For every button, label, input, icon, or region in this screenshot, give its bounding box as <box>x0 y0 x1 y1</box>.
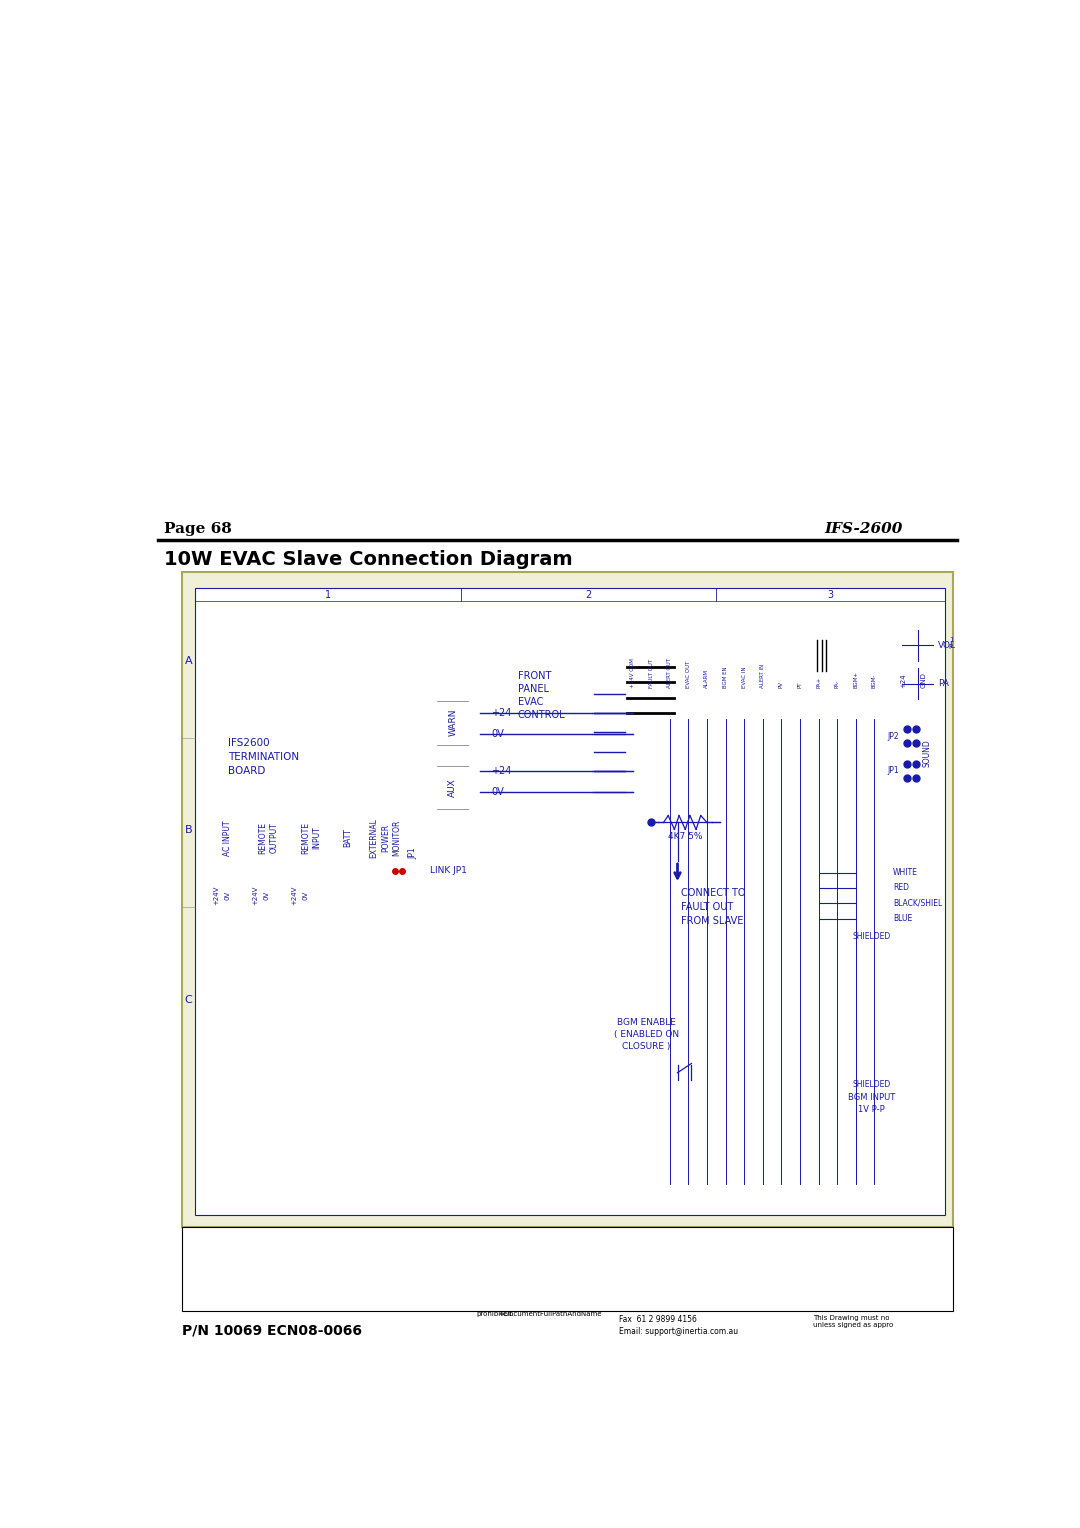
Text: 0V: 0V <box>491 729 504 740</box>
Text: =DocumentFullPathAndName: =DocumentFullPathAndName <box>498 1311 602 1317</box>
Text: RED: RED <box>893 883 909 892</box>
Bar <box>208 885 364 908</box>
Bar <box>623 692 883 720</box>
Text: SOUND: SOUND <box>922 740 932 767</box>
Text: 0V: 0V <box>264 891 270 900</box>
Bar <box>333 792 362 885</box>
Text: 3: 3 <box>827 590 834 599</box>
Text: Drawing File No.: Drawing File No. <box>514 1297 585 1306</box>
Text: 2: 2 <box>585 590 592 599</box>
Bar <box>247 792 291 885</box>
Text: BLACK/SHIEL: BLACK/SHIEL <box>893 898 942 908</box>
Text: IFS2600
TERMINATION
BOARD: IFS2600 TERMINATION BOARD <box>228 738 299 776</box>
Text: P/N 10069 ECN08-0066: P/N 10069 ECN08-0066 <box>181 1323 362 1337</box>
Bar <box>205 784 437 1022</box>
Text: BATT: BATT <box>342 828 352 848</box>
Text: C: C <box>185 995 192 1004</box>
Text: 2: 2 <box>585 1299 592 1309</box>
Text: JP1: JP1 <box>408 848 417 859</box>
Text: Traced: Traced <box>813 1287 838 1296</box>
Text: EVAC IN: EVAC IN <box>742 666 746 689</box>
Text: Copyright: Copyright <box>476 1251 517 1259</box>
Text: A: A <box>185 656 192 666</box>
Text: PA-: PA- <box>835 680 839 689</box>
Text: 1
P: 1 P <box>948 637 954 651</box>
Text: 1: 1 <box>318 1299 324 1309</box>
Text: BLUE: BLUE <box>893 914 913 923</box>
Text: 3: 3 <box>832 1299 837 1309</box>
Text: SHIELDED: SHIELDED <box>852 1080 890 1089</box>
Bar <box>625 652 676 730</box>
Text: +24: +24 <box>491 707 512 718</box>
Text: BGM EN: BGM EN <box>723 666 728 689</box>
Text: AUX: AUX <box>448 778 457 798</box>
Text: 0V: 0V <box>302 891 309 900</box>
Text: This Drawing must no
unless signed as appro: This Drawing must no unless signed as ap… <box>813 1316 893 1328</box>
Text: B: B <box>185 825 192 836</box>
Text: WHITE: WHITE <box>893 868 918 877</box>
Text: N: N <box>586 1285 591 1291</box>
Bar <box>208 792 247 885</box>
Text: PT: PT <box>797 681 802 689</box>
Text: JP2: JP2 <box>888 732 900 741</box>
Text: +24: +24 <box>900 674 906 689</box>
Text: PV: PV <box>779 681 784 689</box>
Text: 7 Columbia Court,
Norwest Business Park
Baulkham Hills NSW 2153
AUSTRALIA
Tel  6: 7 Columbia Court, Norwest Business Park … <box>619 1256 739 1335</box>
Bar <box>902 756 921 785</box>
Text: Notifier Inertia Fire Systems: Notifier Inertia Fire Systems <box>476 1285 575 1291</box>
Text: +24V: +24V <box>252 886 258 905</box>
Text: IFS-2600: IFS-2600 <box>824 523 902 536</box>
Text: +24V: +24V <box>214 886 219 905</box>
Text: JP1: JP1 <box>888 767 900 775</box>
Text: EVAC OUT: EVAC OUT <box>686 662 691 689</box>
Text: BGM-: BGM- <box>872 674 877 689</box>
Text: Drawn     I PERRY: Drawn I PERRY <box>813 1271 879 1280</box>
Text: Approved   I PERI: Approved I PERI <box>813 1300 879 1309</box>
Bar <box>291 792 333 885</box>
Bar <box>813 636 831 675</box>
Text: BGM ENABLE
( ENABLED ON
CLOSURE ): BGM ENABLE ( ENABLED ON CLOSURE ) <box>613 1018 679 1051</box>
Text: 0V: 0V <box>225 891 231 900</box>
Bar <box>893 692 933 720</box>
Text: 1: 1 <box>325 590 332 599</box>
Text: ALERT IN: ALERT IN <box>760 665 766 689</box>
Text: FAULT OUT: FAULT OUT <box>649 660 653 689</box>
Text: EXTERNAL
POWER
MONITOR: EXTERNAL POWER MONITOR <box>369 817 401 857</box>
Text: WARN: WARN <box>448 709 457 736</box>
Text: This document is & shall
remain property of: This document is & shall remain property… <box>476 1265 562 1279</box>
Bar <box>181 571 953 1227</box>
Text: BGM INPUT
1V P-P: BGM INPUT 1V P-P <box>848 1094 895 1114</box>
Text: 4K7 5%: 4K7 5% <box>669 831 702 840</box>
Text: +24V COM: +24V COM <box>630 659 635 689</box>
Text: GND: GND <box>920 672 927 689</box>
Text: CONNECT TO
FAULT OUT
FROM SLAVE: CONNECT TO FAULT OUT FROM SLAVE <box>681 888 746 926</box>
Text: D: D <box>186 1264 194 1274</box>
Bar <box>509 617 594 787</box>
Text: PA: PA <box>937 680 948 688</box>
Text: No.   Revision - revise on CAD.  Do not amend by hand  Eng.   App.    Date: No. Revision - revise on CAD. Do not ame… <box>186 1233 468 1242</box>
Text: Unauthorised use of this
document in any way is
prohibited.: Unauthorised use of this document in any… <box>476 1296 562 1317</box>
Text: Page 68: Page 68 <box>164 523 232 536</box>
Text: FRONT
PANEL
EVAC
CONTROL: FRONT PANEL EVAC CONTROL <box>517 671 566 720</box>
Text: +24: +24 <box>491 766 512 776</box>
Text: AC INPUT: AC INPUT <box>224 821 232 856</box>
Text: LINK JP1: LINK JP1 <box>430 866 467 876</box>
Text: 0V: 0V <box>491 787 504 796</box>
Bar <box>362 792 408 885</box>
Text: VOL: VOL <box>937 640 956 649</box>
Text: BGM+: BGM+ <box>853 671 859 689</box>
Bar <box>195 588 945 1215</box>
Text: ALARM: ALARM <box>704 669 710 689</box>
Text: +24V: +24V <box>291 886 297 905</box>
Text: SHIELDED: SHIELDED <box>852 932 890 941</box>
Text: 10W EVAC Slave Connection Diagram: 10W EVAC Slave Connection Diagram <box>164 550 573 568</box>
Bar <box>594 611 858 796</box>
Text: Sheet:  1 Of  1: Sheet: 1 Of 1 <box>813 1256 874 1265</box>
Bar <box>902 723 921 750</box>
Bar <box>181 1227 953 1311</box>
Text: PA+: PA+ <box>816 677 821 689</box>
Text: ALERT OUT: ALERT OUT <box>667 659 672 689</box>
Text: REMOTE
INPUT: REMOTE INPUT <box>301 822 322 854</box>
Text: REMOTE
OUTPUT: REMOTE OUTPUT <box>258 822 279 854</box>
